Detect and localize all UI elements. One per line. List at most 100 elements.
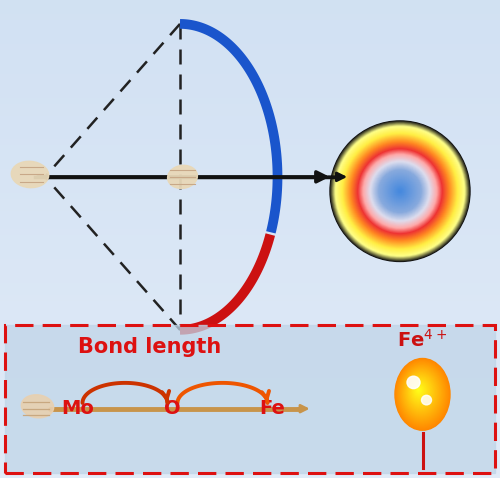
Ellipse shape [367, 158, 433, 225]
Bar [0, 388, 500, 394]
Ellipse shape [398, 363, 446, 424]
Ellipse shape [351, 142, 449, 240]
Ellipse shape [379, 170, 421, 212]
Ellipse shape [349, 140, 451, 242]
Bar [0, 72, 500, 78]
Ellipse shape [376, 167, 424, 215]
Bar [0, 167, 500, 174]
Ellipse shape [332, 124, 468, 259]
Ellipse shape [357, 148, 443, 234]
Ellipse shape [388, 180, 411, 203]
Ellipse shape [396, 360, 448, 428]
Bar [0, 257, 500, 263]
Bar [0, 126, 500, 131]
Bar [0, 215, 500, 221]
Ellipse shape [398, 188, 402, 194]
Ellipse shape [339, 130, 461, 253]
Bar [0, 370, 500, 377]
Ellipse shape [337, 128, 463, 254]
Ellipse shape [414, 383, 425, 398]
Ellipse shape [334, 124, 466, 258]
Bar [0, 84, 500, 90]
Ellipse shape [378, 169, 422, 213]
Bar [0, 358, 500, 365]
Ellipse shape [362, 152, 438, 230]
Ellipse shape [381, 172, 419, 210]
Ellipse shape [408, 376, 432, 408]
Ellipse shape [359, 150, 441, 232]
Ellipse shape [380, 171, 420, 211]
Ellipse shape [395, 358, 450, 430]
Bar [0, 394, 500, 401]
Ellipse shape [384, 174, 416, 208]
Bar [0, 364, 500, 370]
Ellipse shape [356, 147, 444, 235]
Ellipse shape [386, 177, 414, 205]
Bar [0, 287, 500, 293]
Bar [0, 197, 500, 203]
Ellipse shape [373, 164, 427, 218]
Ellipse shape [404, 370, 438, 415]
Ellipse shape [338, 129, 462, 253]
Bar [0, 269, 500, 275]
Ellipse shape [368, 160, 432, 223]
Ellipse shape [402, 367, 442, 419]
Bar [0, 90, 500, 96]
Ellipse shape [418, 388, 420, 391]
Ellipse shape [402, 369, 440, 417]
Bar [0, 466, 500, 472]
Bar [0, 143, 500, 150]
Ellipse shape [390, 182, 409, 201]
Ellipse shape [411, 380, 428, 403]
Ellipse shape [331, 122, 469, 261]
Ellipse shape [371, 162, 429, 220]
Bar [0, 42, 500, 48]
Bar [0, 401, 500, 406]
Bar [0, 340, 500, 347]
Bar [0, 48, 500, 54]
Ellipse shape [12, 161, 49, 188]
Ellipse shape [396, 188, 404, 195]
Ellipse shape [390, 181, 410, 202]
Ellipse shape [398, 361, 447, 426]
Ellipse shape [384, 175, 416, 207]
Ellipse shape [365, 156, 435, 227]
Bar [0, 329, 500, 335]
Ellipse shape [406, 373, 435, 411]
Bar [0, 96, 500, 102]
Ellipse shape [344, 135, 456, 248]
Ellipse shape [352, 143, 448, 239]
Ellipse shape [362, 153, 438, 229]
Ellipse shape [168, 165, 198, 188]
Ellipse shape [404, 371, 438, 414]
Bar [0, 448, 500, 454]
Ellipse shape [408, 376, 432, 407]
Bar [0, 311, 500, 316]
Ellipse shape [360, 151, 440, 232]
Ellipse shape [408, 375, 434, 409]
Bar [0, 36, 500, 42]
Bar [0, 131, 500, 138]
Ellipse shape [388, 179, 412, 204]
Bar [0, 191, 500, 197]
Bar [0, 102, 500, 108]
Bar [0, 382, 500, 388]
Ellipse shape [416, 386, 422, 394]
Ellipse shape [354, 145, 446, 238]
Bar [0, 12, 500, 18]
Ellipse shape [342, 133, 458, 249]
Ellipse shape [363, 154, 437, 228]
Ellipse shape [330, 121, 470, 261]
Bar [0, 24, 500, 30]
Ellipse shape [405, 372, 436, 413]
Bar [0, 245, 500, 251]
Ellipse shape [382, 173, 418, 210]
Ellipse shape [412, 381, 427, 401]
Ellipse shape [414, 384, 424, 397]
Bar [0, 251, 500, 257]
Ellipse shape [374, 166, 426, 217]
Bar [0, 317, 500, 323]
Bar [0, 442, 500, 448]
Circle shape [407, 376, 420, 389]
Ellipse shape [336, 127, 464, 255]
